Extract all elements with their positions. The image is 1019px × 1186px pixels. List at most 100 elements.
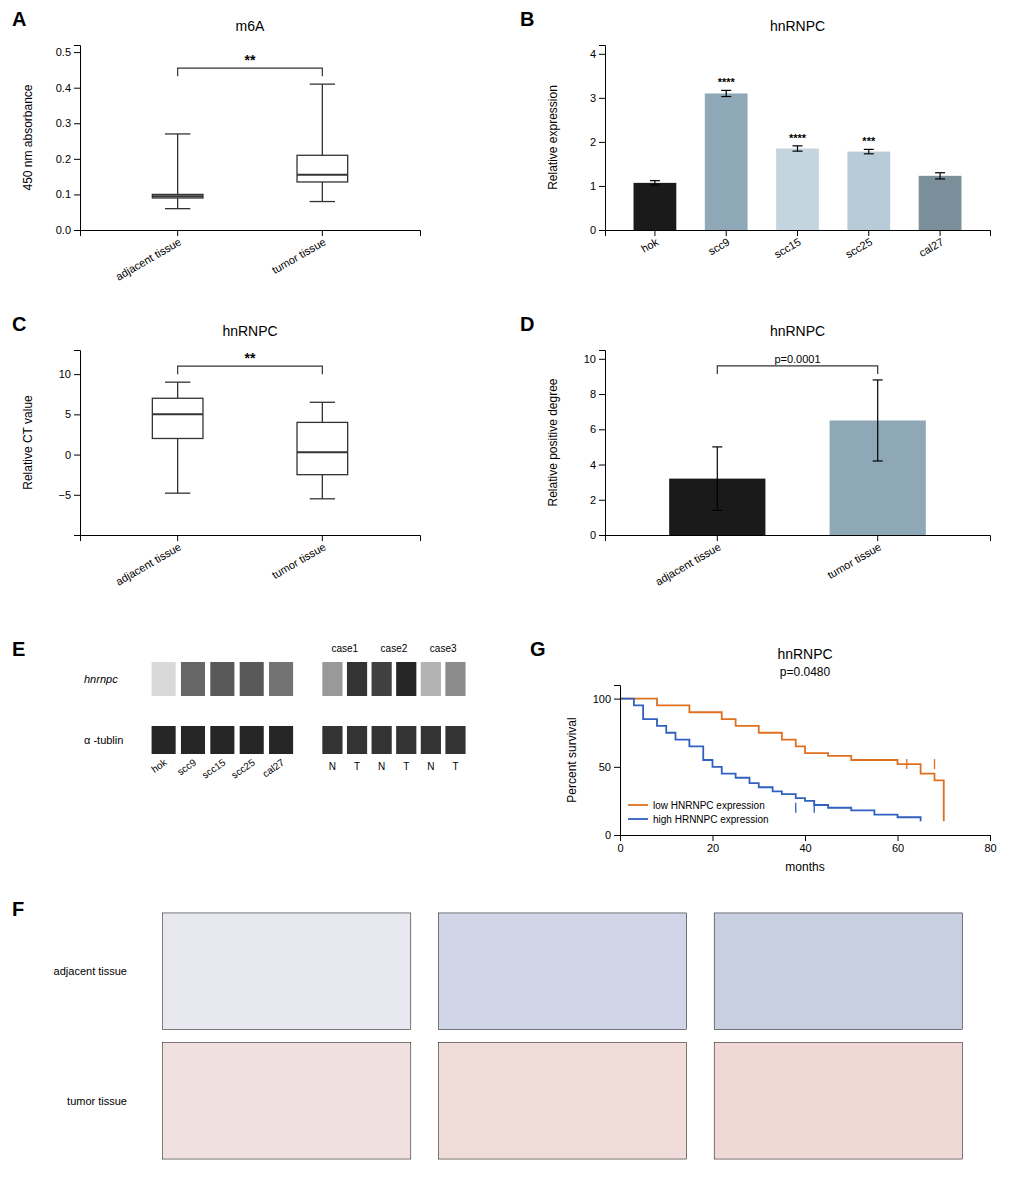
band <box>269 662 293 696</box>
tick-mark <box>74 374 80 375</box>
tick-label: 0.5 <box>56 46 71 58</box>
panel: −50510adjacent tissuetumor tissuehnRNPCR… <box>21 323 421 588</box>
tick-label: 0.0 <box>56 224 71 236</box>
band <box>322 662 342 696</box>
error-bar-cap <box>721 90 731 91</box>
tick-mark <box>599 230 605 231</box>
error-bar-cap <box>873 379 883 380</box>
x-axis: adjacent tissuetumor tissue <box>81 230 421 283</box>
tick: cal27 <box>917 230 946 259</box>
band-control <box>210 726 234 754</box>
band <box>152 662 176 696</box>
tick-label: 0 <box>605 829 611 841</box>
title: hnRNPC <box>770 323 825 339</box>
panel: 0246810adjacent tissuetumor tissuehnRNPC… <box>546 323 991 588</box>
tick-mark <box>599 394 605 395</box>
image-panel <box>438 913 686 1030</box>
plot-area <box>669 380 926 535</box>
tick-label: 0.2 <box>56 153 71 165</box>
axis-line <box>621 836 991 842</box>
tick: 20 <box>707 835 719 854</box>
tick-label: 10 <box>59 368 71 380</box>
error-bar-cap <box>650 180 660 181</box>
panel: hnrnpcα -tublinhokscc9scc15scc25cal27NTN… <box>84 643 466 781</box>
tick: 0 <box>605 829 620 841</box>
lane-label: T <box>403 761 409 772</box>
error-bar-cap <box>712 510 722 511</box>
cap-low <box>310 498 335 499</box>
error-bar-stem <box>797 146 798 151</box>
tick-label: 5 <box>65 408 71 420</box>
tick-label: scc25 <box>843 236 874 261</box>
band <box>347 662 367 696</box>
tick-mark <box>868 230 869 236</box>
tick: 6 <box>590 423 605 435</box>
image-panel <box>438 1042 686 1159</box>
legend-entry: high HRNNPC expression <box>628 814 769 825</box>
tick: 60 <box>892 835 904 854</box>
tick: 0.2 <box>56 153 80 165</box>
tick-label: tumor tissue <box>825 541 883 581</box>
x-axis-title: months <box>785 860 824 874</box>
tick-mark <box>726 230 727 236</box>
image-panel <box>714 913 962 1030</box>
error-bar <box>873 380 883 461</box>
tick: tumor tissue <box>270 535 328 581</box>
lane-label: T <box>452 761 458 772</box>
panel-label: G <box>530 638 546 660</box>
legend-label: low HNRNPC expression <box>653 800 765 811</box>
tick-label: scc9 <box>706 236 732 258</box>
x-axis: adjacent tissuetumor tissue <box>81 535 421 588</box>
whisker-high <box>322 84 323 155</box>
tick: 10 <box>584 353 605 365</box>
group-label: case3 <box>430 643 457 654</box>
tick-label: 0 <box>590 529 596 541</box>
axis-line <box>81 536 421 542</box>
tick: scc25 <box>843 230 874 260</box>
tick-mark <box>74 88 80 89</box>
band <box>240 662 264 696</box>
title: hnRNPC <box>770 18 825 34</box>
y-axis: 0.00.10.20.30.40.5 <box>56 46 81 237</box>
whisker-high <box>322 402 323 422</box>
whisker-high <box>177 382 178 398</box>
error-bar-cap <box>935 178 945 179</box>
tick-mark <box>322 230 323 236</box>
box-body <box>297 422 348 474</box>
x-axis: 020406080 <box>617 835 996 854</box>
axis-line <box>74 46 81 231</box>
axis-line <box>599 46 606 231</box>
panel-label: A <box>12 8 26 30</box>
legend-label: high HRNNPC expression <box>653 814 769 825</box>
panel: ***********01234hokscc9scc15scc25cal27hn… <box>546 18 991 260</box>
tick-mark <box>614 699 620 700</box>
error-bar-stem <box>726 90 727 96</box>
tick: 100 <box>593 693 620 705</box>
tick-mark <box>797 230 798 236</box>
cap-low <box>310 201 335 202</box>
tick-label: 0 <box>65 449 71 461</box>
tick: 1 <box>590 180 605 192</box>
tick: hok <box>639 230 661 255</box>
tick: 2 <box>590 136 605 148</box>
tick-label: 0.3 <box>56 117 71 129</box>
error-bar-cap <box>650 184 660 185</box>
tick-label: −5 <box>58 489 71 501</box>
subtitle: p=0.0480 <box>780 665 831 679</box>
tick-label: 6 <box>590 423 596 435</box>
y-axis-title: 450 nm absorbance <box>21 84 35 190</box>
panel-label: D <box>520 313 534 335</box>
band <box>210 662 234 696</box>
tick-label: 0.1 <box>56 188 71 200</box>
lane-label: T <box>354 761 360 772</box>
lane-label: hok <box>149 756 169 775</box>
error-bar-stem <box>654 181 655 185</box>
bar <box>847 152 890 230</box>
tick: tumor tissue <box>270 230 328 276</box>
error-bar-cap <box>864 153 874 154</box>
tick-label: 2 <box>590 136 596 148</box>
plot-area <box>634 90 962 230</box>
lane-label: cal27 <box>260 756 286 779</box>
tick-label: tumor tissue <box>270 236 328 276</box>
median <box>297 174 348 176</box>
